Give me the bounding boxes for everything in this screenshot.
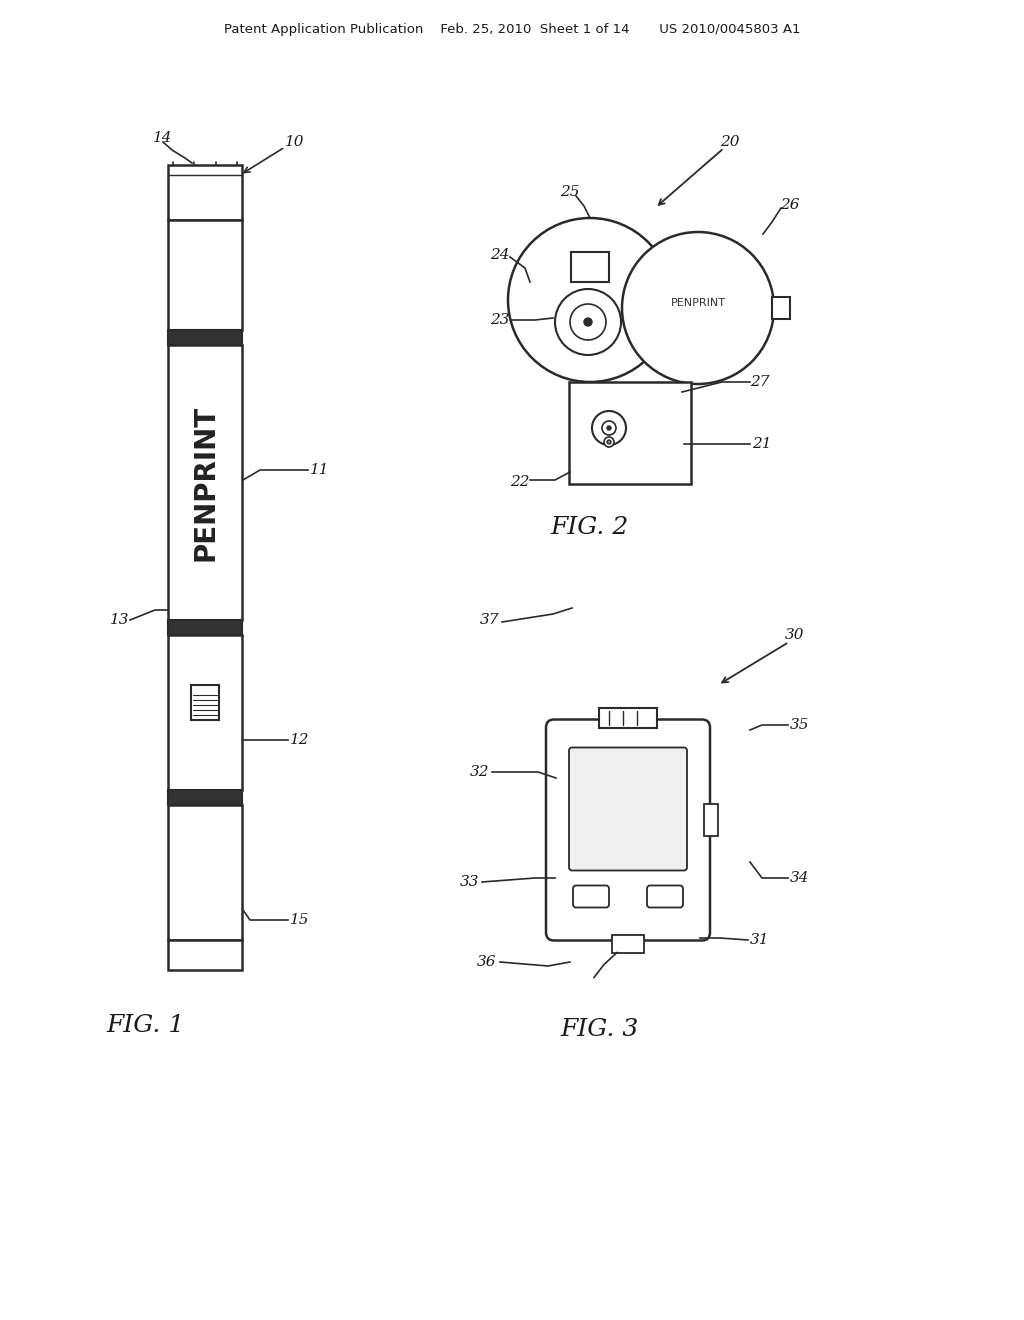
Circle shape [584,318,592,326]
Circle shape [508,218,672,381]
FancyBboxPatch shape [569,747,687,870]
Bar [168,345,242,620]
Circle shape [607,426,611,430]
FancyBboxPatch shape [647,886,683,908]
Bar [168,620,242,635]
Text: 31: 31 [751,933,770,946]
Text: 34: 34 [791,871,810,884]
Circle shape [592,411,626,445]
Text: 35: 35 [791,718,810,733]
Text: 21: 21 [753,437,772,451]
Bar [612,935,644,953]
Text: FIG. 3: FIG. 3 [561,1019,639,1041]
Bar [569,381,691,484]
Text: 26: 26 [780,198,800,213]
Text: 30: 30 [785,628,805,642]
Text: FIG. 2: FIG. 2 [551,516,629,539]
Bar [168,220,242,330]
Bar [168,635,242,789]
Text: PENPRINT: PENPRINT [191,404,219,561]
Text: 33: 33 [460,875,480,888]
Text: 27: 27 [751,375,770,389]
Bar [168,805,242,940]
FancyBboxPatch shape [573,886,609,908]
Circle shape [607,440,611,444]
Text: 25: 25 [560,185,580,199]
Text: 37: 37 [480,612,500,627]
Text: Patent Application Publication    Feb. 25, 2010  Sheet 1 of 14       US 2010/004: Patent Application Publication Feb. 25, … [224,24,800,37]
Bar [168,165,242,220]
Text: PENPRINT: PENPRINT [671,298,725,308]
Bar [191,685,219,719]
Text: FIG. 1: FIG. 1 [105,1014,184,1036]
Bar [168,789,242,805]
Text: 20: 20 [720,135,739,149]
Circle shape [602,421,616,436]
Circle shape [604,437,614,447]
Text: 10: 10 [286,135,305,149]
Bar [168,940,242,970]
Text: 11: 11 [310,463,330,477]
Bar [571,252,609,282]
Circle shape [570,304,606,341]
FancyBboxPatch shape [546,719,710,940]
Text: 22: 22 [510,475,529,488]
Text: 32: 32 [470,766,489,779]
Text: 12: 12 [290,733,309,747]
Circle shape [622,232,774,384]
Text: 36: 36 [477,954,497,969]
Text: 14: 14 [154,131,173,145]
Text: 24: 24 [490,248,510,261]
Bar [705,804,718,836]
Text: 23: 23 [490,313,510,327]
Text: 15: 15 [290,913,309,927]
Bar [599,708,657,727]
Bar [168,330,242,345]
Bar [772,297,790,319]
Text: 13: 13 [111,612,130,627]
Circle shape [555,289,621,355]
